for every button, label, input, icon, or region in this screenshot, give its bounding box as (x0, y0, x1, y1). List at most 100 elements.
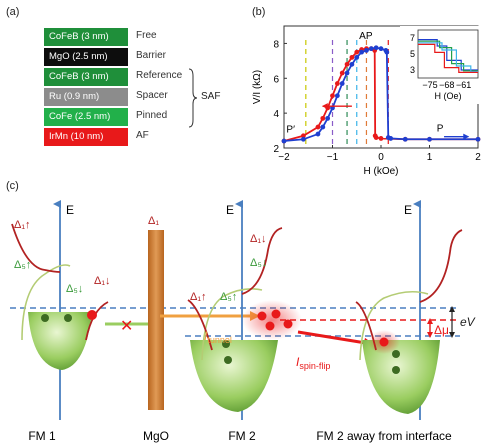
fm2-electron-3 (265, 321, 275, 331)
saf-brace (188, 68, 198, 128)
band-diagram: ✕ Δμ eV E E E Δ₁↑ Δ (10, 200, 476, 443)
fm2-bulk-electron-red (379, 337, 389, 347)
y-axis-label: V/I (kΩ) (252, 70, 263, 104)
annotation-p: P (437, 123, 444, 134)
series-point-0-3 (320, 115, 326, 121)
fm2-green-band (190, 340, 278, 412)
fm2-green-electron-2 (224, 356, 232, 364)
x-tick-label-0: −2 (278, 152, 290, 163)
layer-role-5: AF (136, 130, 149, 141)
hysteresis-chart: −2 −1 0 1 2 2 4 6 8 H (kOe) V/I (kΩ) AP P′ P −75 −68 −61… (252, 25, 482, 177)
layer-role-2: Reference (136, 70, 183, 81)
fm1-delta5-up-label: Δ₅↑ (14, 259, 31, 271)
series-point-0-6 (334, 81, 340, 86)
series-point-0-8 (344, 61, 350, 67)
fm1-delta1-up-curve (11, 223, 61, 273)
layer-0: CoFeB (3 nm) (44, 28, 128, 46)
layer-role-3: Spacer (136, 90, 168, 101)
series-point-0-9 (349, 54, 355, 60)
series-point-1-19 (320, 124, 326, 130)
mgo-delta1-label: Δ₁ (148, 215, 159, 227)
x-tick-label-3: 1 (427, 152, 433, 163)
fm2-electron-4 (283, 319, 293, 329)
panel-c-label: (c) (6, 180, 19, 192)
series-point-1-0 (475, 136, 481, 142)
y-tick-label-3: 8 (273, 39, 279, 50)
fm2-bulk-delta1-curve (419, 229, 463, 303)
fm2-bulk-delta5-curve (359, 290, 429, 361)
caption-fm1: FM 1 (28, 429, 56, 443)
annotation-p-prime: P′ (286, 124, 295, 135)
y-tick-label-2: 6 (273, 74, 279, 85)
series-point-1-20 (315, 131, 321, 137)
fm2-section (187, 200, 302, 420)
fm1-delta5-down-label: Δ₅↓ (66, 283, 83, 295)
x-axis-label: H (kOe) (364, 166, 399, 177)
series-point-0-7 (339, 70, 345, 76)
red-sweep-arrowhead (321, 103, 328, 110)
series-point-0-5 (330, 93, 335, 99)
spin-flip-arrow (297, 330, 374, 348)
fm1-green-band (28, 312, 92, 370)
series-point-1-11 (359, 49, 364, 55)
inset-y-tick-2: 7 (410, 33, 415, 43)
fm1-delta1-up-label: Δ₁↑ (14, 219, 31, 231)
layer-stack: CoFeB (3 nm) Free MgO (2.5 nm) Barrier CoFeB… (44, 28, 182, 148)
series-point-0-16 (373, 135, 379, 140)
delta-mu-label: Δμ (434, 323, 449, 337)
fm2-delta1-down-label: Δ₁↓ (250, 233, 267, 245)
layer-4: CoFe (2.5 nm) (44, 108, 128, 126)
fm2-bulk-electron-1 (392, 350, 400, 358)
i-tunnel-label: Itunnel (204, 329, 232, 345)
inset-x-tick-0: −75 (422, 80, 437, 90)
series-point-1-8 (373, 45, 379, 51)
series-point-0-2 (315, 124, 321, 130)
x-tick-label-2: 0 (378, 152, 384, 163)
y-tick-label-0: 2 (273, 144, 279, 155)
blue-sweep-arrowhead (463, 133, 470, 140)
fm2-e-label: E (226, 203, 234, 217)
fm2-electron-2 (271, 309, 281, 319)
saf-label: SAF (201, 91, 221, 102)
series-point-0-17 (378, 136, 384, 141)
inset-frame (417, 29, 479, 79)
fm2-electron-glow (242, 300, 302, 340)
inset-x-tick-1: −68 (439, 80, 454, 90)
layer-role-1: Barrier (136, 50, 167, 61)
ev-label: eV (460, 315, 476, 329)
x-tick-label-1: −1 (327, 152, 339, 163)
fm2-bulk-green-band (362, 340, 440, 414)
fm2-electron-1 (257, 311, 267, 321)
series-point-1-21 (301, 136, 306, 142)
fm1-delta5-up-curve (21, 264, 71, 341)
fm1-block-mark: ✕ (120, 318, 133, 335)
series-point-1-6 (383, 48, 389, 53)
series-point-1-15 (339, 81, 345, 86)
caption-fm2-bulk: FM 2 away from interface (316, 429, 452, 443)
fm2-delta5-up-label: Δ₅↑ (220, 291, 237, 303)
inset-x-tick-2: −61 (456, 80, 471, 90)
series-point-1-16 (334, 93, 340, 99)
fm1-electron-spin-up (87, 310, 97, 320)
inset-y-tick-1: 5 (410, 49, 415, 59)
panel-b-label: (b) (252, 6, 266, 18)
fm2-bulk-section (355, 200, 463, 420)
series-point-1-4 (385, 135, 391, 140)
layer-5: IrMn (10 nm) (44, 128, 128, 146)
fm1-delta1-down-label: Δ₁↓ (94, 275, 111, 287)
series-point-1-18 (325, 115, 331, 121)
fm2-green-electron-1 (222, 340, 230, 348)
layer-2: CoFeB (3 nm) (44, 68, 128, 86)
inset-background (400, 26, 482, 104)
panel-a-label: (a) (6, 6, 20, 18)
fm2-delta1-up-curve (187, 299, 213, 351)
fm2-bulk-electron-2 (392, 366, 400, 374)
fm2-delta5-down-label: Δ₅↓ (250, 257, 267, 269)
x-tick-label-4: 2 (475, 152, 481, 163)
series-point-1-7 (378, 46, 384, 52)
series-point-0-1 (301, 133, 306, 139)
fm1-electron-1 (41, 314, 49, 322)
layer-role-0: Free (136, 30, 157, 41)
series-point-0-10 (354, 49, 360, 55)
series-point-1-2 (402, 136, 408, 142)
